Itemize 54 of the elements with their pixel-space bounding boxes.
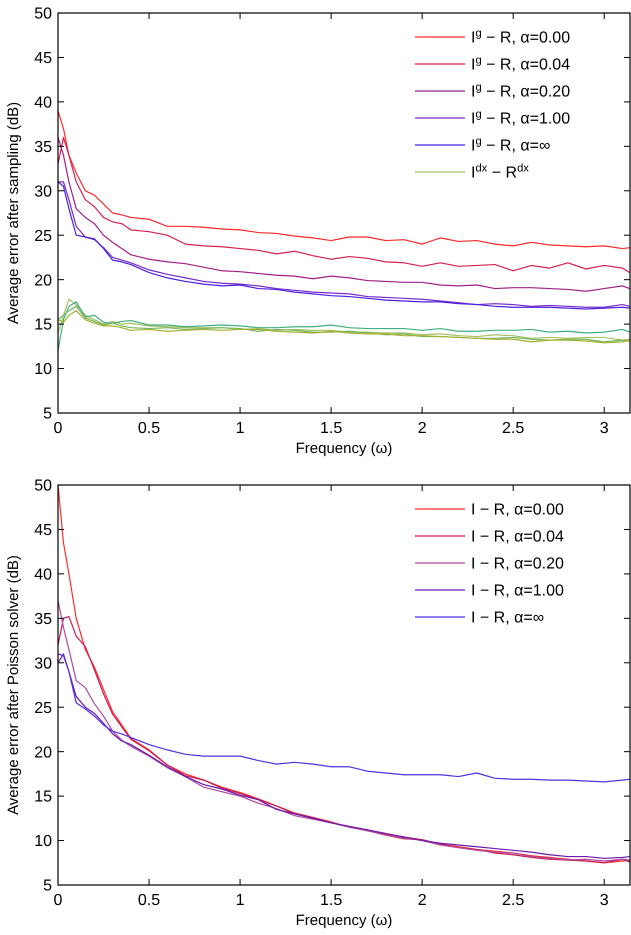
y-tick-label: 10 <box>34 361 52 378</box>
y-tick-label: 45 <box>34 522 52 540</box>
line-series <box>57 301 630 352</box>
y-tick-label: 40 <box>34 94 52 112</box>
x-tick-label: 2.5 <box>502 420 524 437</box>
legend-label: I$^{g}$ − R, α=0.00 <box>471 28 570 47</box>
line-series <box>57 653 630 782</box>
line-series <box>57 110 630 250</box>
x-axis-title: Frequency (ω) <box>296 440 392 457</box>
y-tick-label: 15 <box>34 316 52 334</box>
legend-label: I$^{dx}$ − R$^{dx}$ <box>471 162 530 182</box>
legend-label: I − R, α=0.20 <box>471 556 564 573</box>
y-tick-label: 20 <box>34 272 52 290</box>
x-tick-label: 0.5 <box>138 420 160 437</box>
y-tick-label: 5 <box>43 878 52 895</box>
legend-label: I − R, α=0.04 <box>471 528 564 546</box>
legend-label: I$^{g}$ − R, α=∞ <box>471 136 550 155</box>
y-tick-label: 30 <box>34 655 52 672</box>
y-tick-label: 10 <box>34 833 52 850</box>
x-tick-label: 2 <box>418 892 427 909</box>
x-tick-label: 2.5 <box>502 892 524 909</box>
y-tick-label: 30 <box>34 183 52 200</box>
x-tick-label: 2 <box>418 420 427 437</box>
legend-label: I − R, α=∞ <box>471 610 544 627</box>
line-series <box>57 298 630 341</box>
x-tick-label: 3 <box>600 892 609 909</box>
y-tick-label: 5 <box>43 406 52 423</box>
line-series <box>57 653 630 859</box>
legend-label: I$^{g}$ − R, α=0.20 <box>471 82 570 101</box>
x-tick-label: 1 <box>236 420 245 437</box>
y-tick-label: 15 <box>34 788 52 806</box>
legend-label: I − R, α=1.00 <box>471 582 564 600</box>
y-tick-label: 40 <box>34 566 52 584</box>
x-axis-title: Frequency (ω) <box>296 912 392 929</box>
x-tick-label: 0.5 <box>138 892 160 909</box>
y-tick-label: 20 <box>34 744 52 762</box>
x-tick-label: 1.5 <box>320 892 342 909</box>
x-tick-label: 0 <box>54 892 63 909</box>
y-tick-label: 50 <box>34 6 52 23</box>
y-tick-label: 25 <box>34 700 52 717</box>
x-tick-label: 0 <box>54 420 63 437</box>
y-axis-title: Average error after sampling (dB) <box>5 102 22 324</box>
x-tick-label: 3 <box>600 420 609 437</box>
legend-label: I − R, α=0.00 <box>471 502 564 519</box>
y-tick-label: 45 <box>34 50 52 68</box>
y-tick-label: 50 <box>34 478 52 495</box>
x-tick-label: 1.5 <box>320 420 342 437</box>
legend-label: I$^{g}$ − R, α=1.00 <box>471 108 570 128</box>
y-axis-title: Average error after Poisson solver (dB) <box>5 555 22 815</box>
x-tick-label: 1 <box>236 892 245 909</box>
legend-label: I$^{g}$ − R, α=0.04 <box>471 54 570 74</box>
y-tick-label: 35 <box>34 610 52 628</box>
y-tick-label: 25 <box>34 228 52 245</box>
y-tick-label: 35 <box>34 138 52 156</box>
